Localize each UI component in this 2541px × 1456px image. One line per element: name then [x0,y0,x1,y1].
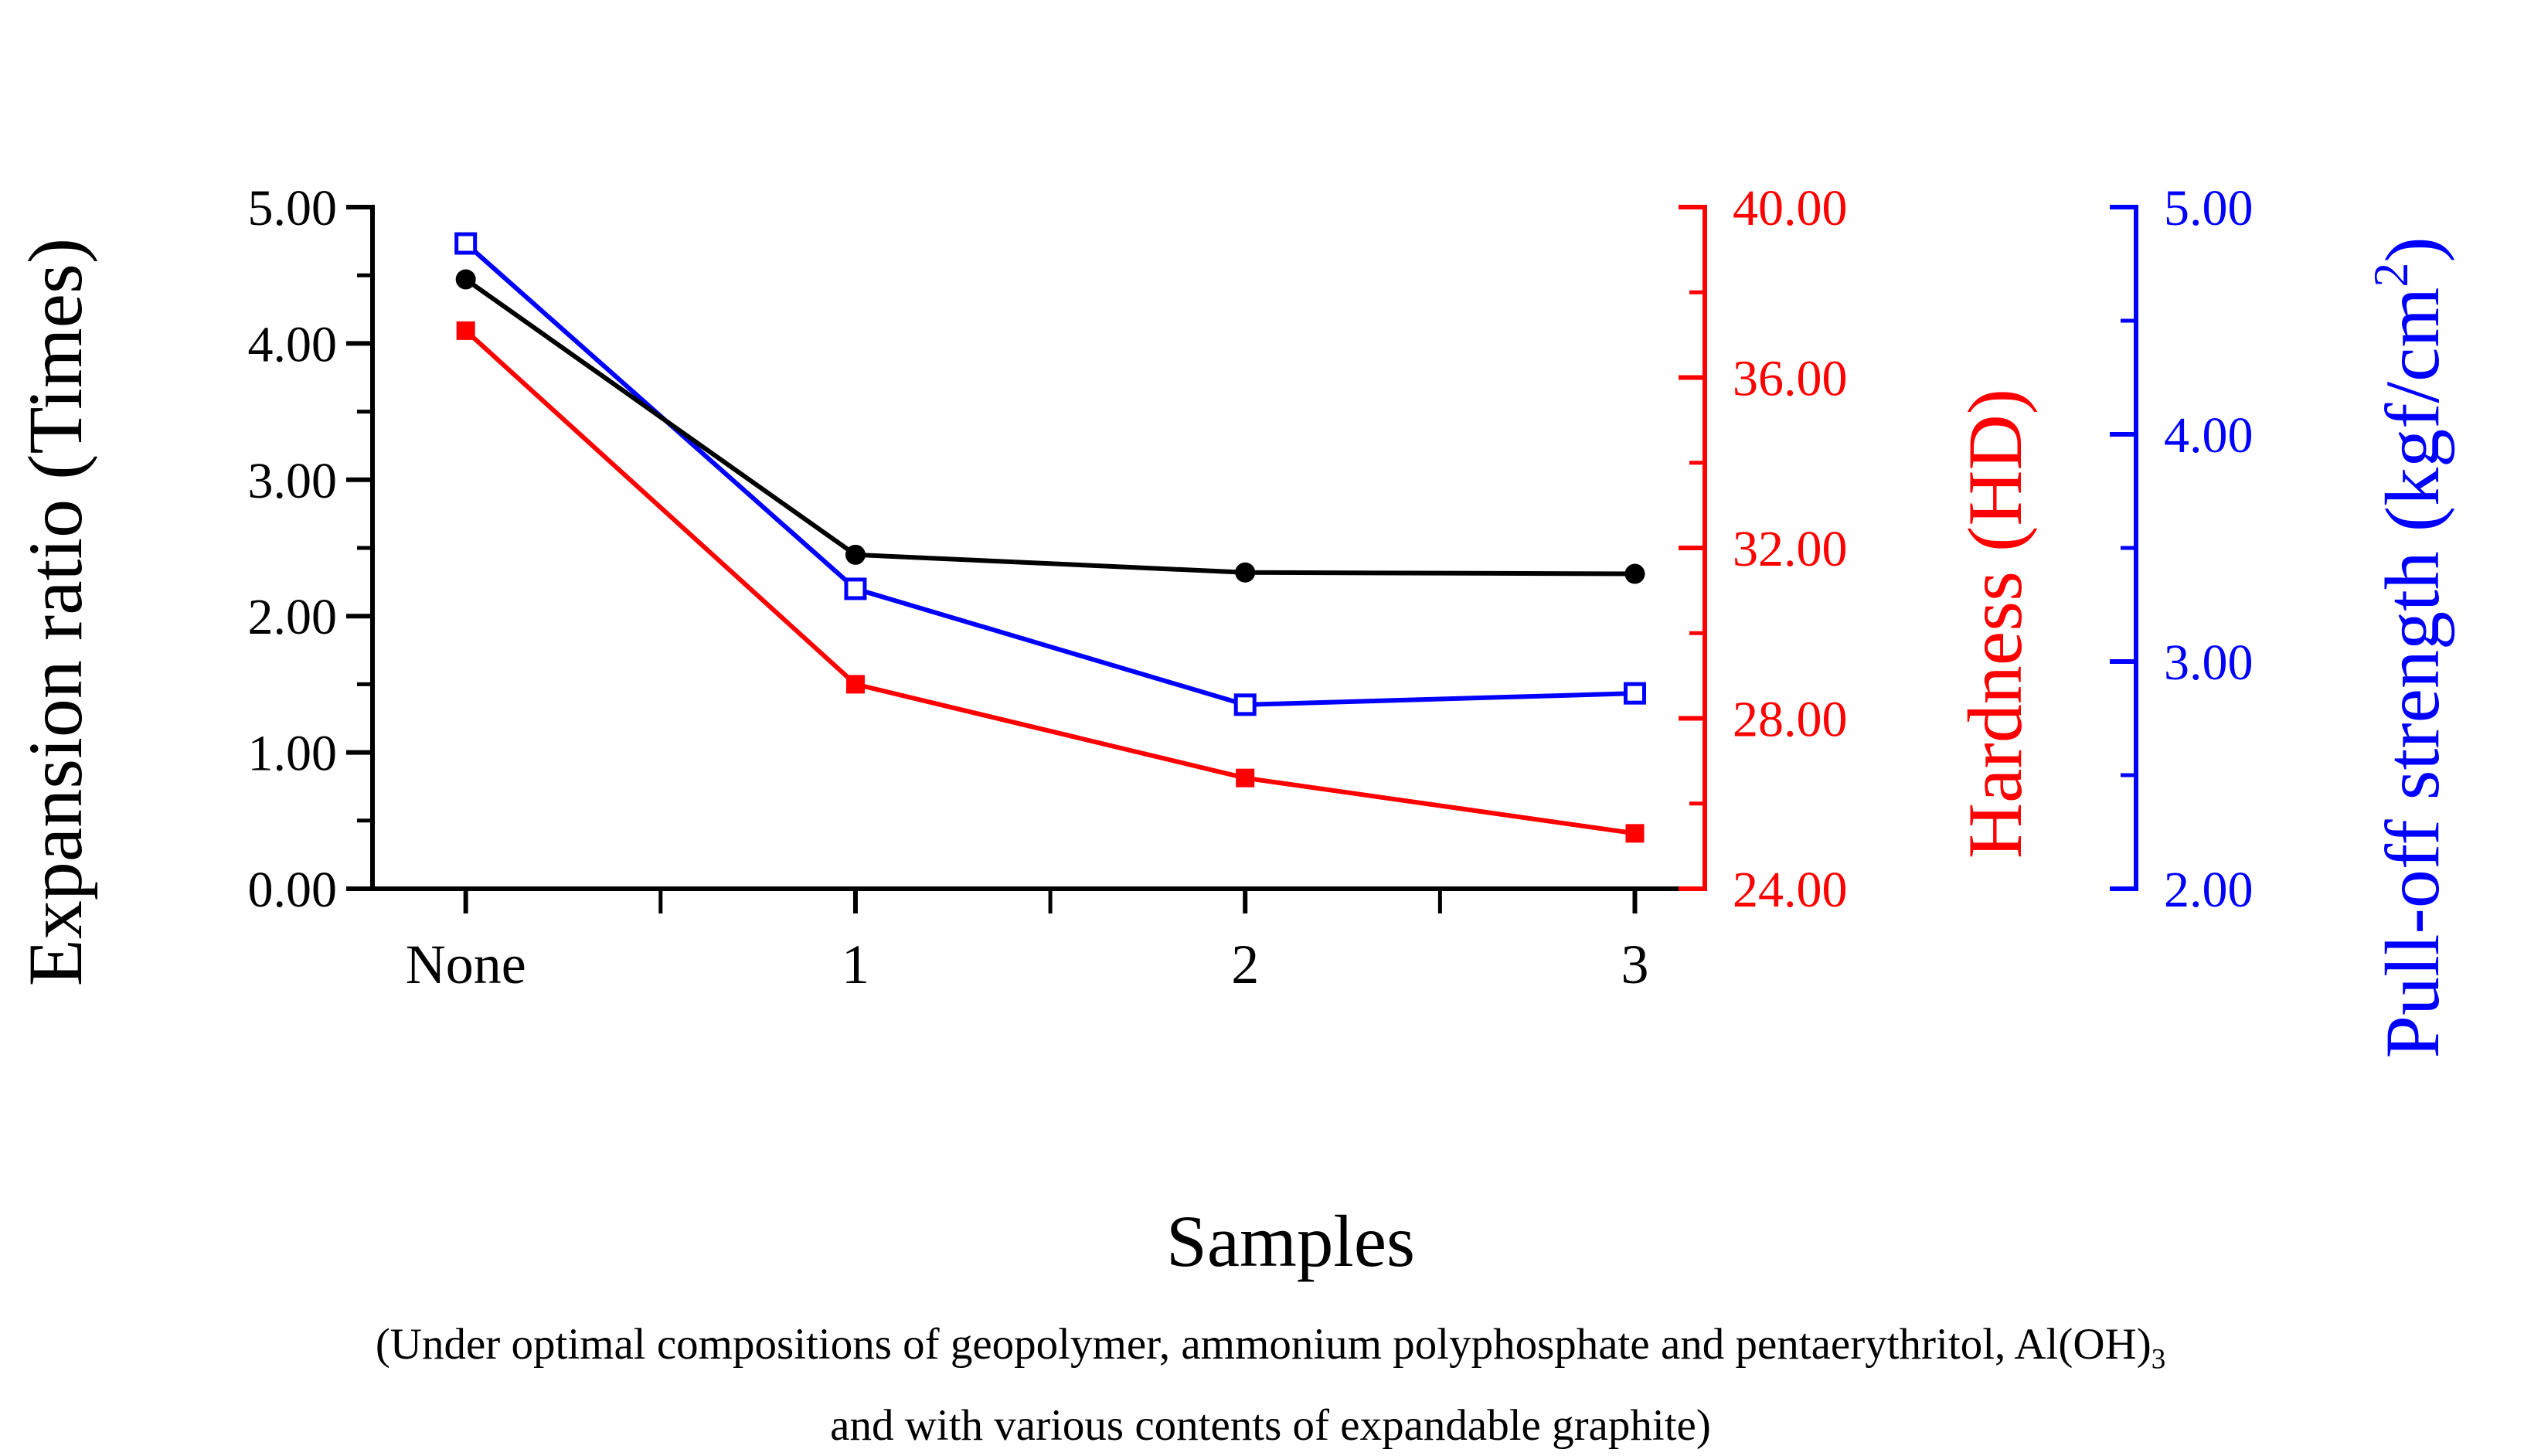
pulloff-axis-tick-label: 2.00 [2164,862,2254,918]
left-axis-tick-label: 3.00 [248,453,338,509]
x-axis-tick-label: 3 [1621,934,1648,995]
hardness-axis-tick-label: 32.00 [1733,521,1848,577]
pulloff-axis-tick-label: 3.00 [2164,634,2254,691]
data-point-marker [454,232,478,255]
hardness-axis-tick-label: 40.00 [1733,180,1848,236]
left-axis-tick-label: 1.00 [248,726,338,782]
x-axis-tick-label: 2 [1231,934,1259,995]
left-axis-tick-label: 0.00 [248,862,338,918]
series-line [464,241,1635,707]
expansion-axis-title: Expansion ratio (Times) [12,238,98,986]
data-point-marker [1233,693,1257,716]
data-point-marker [845,544,866,565]
data-point-marker [1624,563,1645,584]
caption-line-1-text: (Under optimal compositions of geopolyme… [375,1320,2152,1369]
series-line [464,277,1635,577]
data-point-marker [1625,824,1645,843]
pulloff-axis-title: Pull-off strength (kgf/cm2) [2363,236,2455,1058]
data-point-marker [1236,768,1255,788]
data-point-marker [1623,682,1646,705]
hardness-axis-tick-label: 24.00 [1733,862,1848,918]
x-axis-title: Samples [1166,1200,1415,1282]
data-point-marker [456,321,475,340]
hardness-axis-tick-label: 28.00 [1733,692,1848,748]
data-point-marker [844,577,867,600]
pulloff-axis-tick-label: 4.00 [2164,407,2254,464]
series-line [464,328,1635,836]
pulloff-axis-tick-label: 5.00 [2164,180,2254,236]
left-axis-tick-label: 4.00 [248,316,338,373]
x-axis-tick-label: 1 [842,934,869,995]
caption-line-2: and with various contents of expandable … [830,1400,1711,1450]
left-axis-tick-label: 5.00 [248,180,338,236]
data-point-marker [845,675,865,694]
figure-caption: (Under optimal compositions of geopolyme… [0,1305,2541,1456]
data-point-marker [1235,562,1256,583]
caption-line-1: (Under optimal compositions of geopolyme… [0,1305,2541,1386]
caption-line-1-subscript: 3 [2151,1343,2166,1376]
hardness-axis-tick-label: 36.00 [1733,351,1848,407]
x-axis-tick-label: None [406,934,526,995]
data-point-marker [455,269,476,290]
hardness-axis-title: Hardness (HD) [1952,389,2038,859]
left-axis-tick-label: 2.00 [248,589,338,645]
